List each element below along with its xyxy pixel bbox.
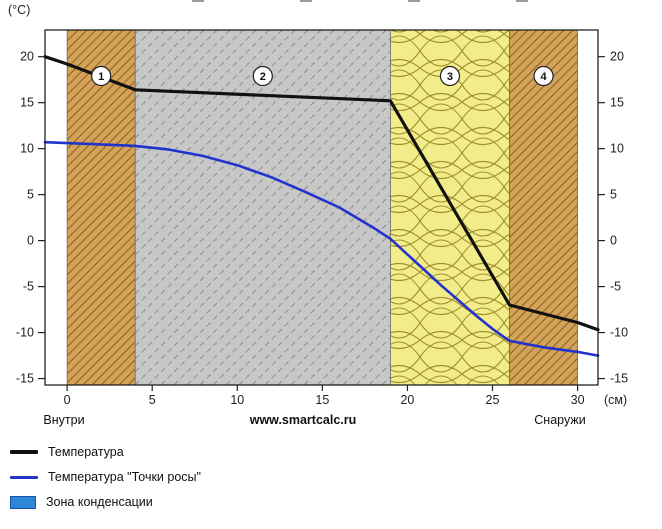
x-tick-label: 25	[486, 393, 500, 407]
watermark: www.smartcalc.ru	[249, 413, 357, 427]
legend-label: Зона конденсации	[46, 495, 153, 509]
wall-layers	[66, 29, 578, 386]
x-tick-label: 15	[315, 393, 329, 407]
cropped-title-fragment	[192, 0, 616, 2]
x-tick-label: 30	[571, 393, 585, 407]
svg-text:2: 2	[260, 71, 266, 83]
y-tick-label: -10	[610, 326, 628, 340]
svg-text:1: 1	[98, 71, 104, 83]
y-tick-label: 0	[610, 234, 617, 248]
x-tick-label: 20	[400, 393, 414, 407]
dew-point-line-swatch	[10, 475, 38, 479]
y-tick-label: 20	[610, 50, 624, 64]
temperature-line	[43, 55, 600, 332]
legend-item-condensation: Зона конденсации	[10, 494, 201, 510]
layer-number-badge: 4	[533, 65, 554, 87]
legend-item-temperature: Температура	[10, 444, 201, 460]
x-axis-unit: (см)	[604, 393, 627, 407]
layer-number-badge: 1	[91, 65, 112, 87]
x-tick-label: 0	[64, 393, 71, 407]
temperature-line-swatch	[10, 450, 38, 454]
y-tick-label: 10	[610, 142, 624, 156]
x-tick-label: 5	[149, 393, 156, 407]
y-tick-label: -15	[610, 372, 628, 386]
legend-item-dew-point: Температура "Точки росы"	[10, 469, 201, 485]
y-tick-label: 15	[610, 96, 624, 110]
condensation-zone-swatch	[10, 495, 36, 509]
axes: 20 20 15 15 10 10 5 5 0 0 -5 -5 -10 -10 -15 -15 0 5 10 15 20…	[8, 3, 628, 427]
layer-number-badge: 3	[439, 65, 461, 87]
legend-label: Температура "Точки росы"	[48, 470, 201, 484]
y-tick-label: 5	[27, 188, 34, 202]
plot-border	[44, 29, 599, 386]
y-tick-label: 0	[27, 234, 34, 248]
layer-number-badge: 2	[252, 65, 273, 87]
chart-legend: Температура Температура "Точки росы" Зон…	[10, 444, 201, 510]
svg-text:4: 4	[540, 71, 547, 83]
y-tick-label: 10	[20, 142, 34, 156]
svg-text:3: 3	[447, 71, 453, 83]
y-tick-label: -5	[610, 280, 621, 294]
x-tick-label: 10	[230, 393, 244, 407]
y-tick-label: 20	[20, 50, 34, 64]
y-tick-label: 15	[20, 96, 34, 110]
y-tick-label: -5	[23, 280, 34, 294]
y-tick-label: -15	[16, 372, 34, 386]
inside-label: Внутри	[43, 413, 84, 427]
y-axis-unit: (°C)	[8, 3, 30, 17]
outside-label: Снаружи	[534, 413, 585, 427]
chart-svg: 1 2 3 4 20 20 15 15 10 10 5 5 0 0 -5 -5 -10 -10 -15 -15 0 5 10…	[8, 3, 628, 427]
dew-point-line	[43, 140, 600, 357]
y-tick-label: 5	[610, 188, 617, 202]
y-tick-label: -10	[16, 326, 34, 340]
legend-label: Температура	[48, 445, 124, 459]
